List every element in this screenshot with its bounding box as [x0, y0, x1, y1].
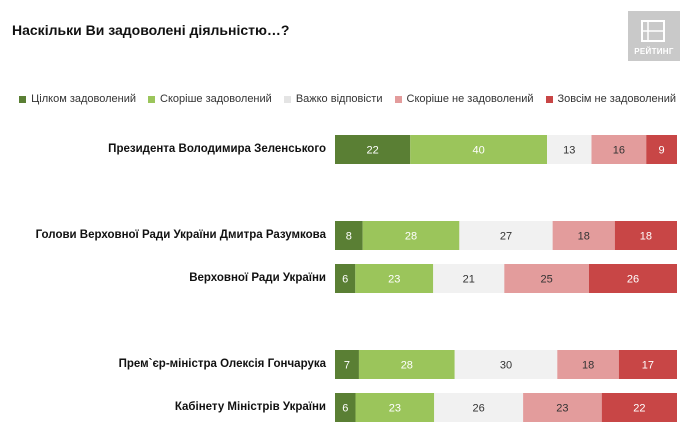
legend-label: Цілком задоволений: [31, 93, 137, 105]
data-label: 22: [633, 403, 645, 415]
category-label: Кабінету Міністрів України: [174, 401, 326, 413]
legend-label: Зовсім не задоволений: [557, 93, 677, 105]
category-label: Верховної Ради України: [189, 272, 326, 284]
data-label: 25: [541, 274, 553, 286]
bar-segment: [358, 350, 455, 379]
chart-title: Наскільки Ви задоволені діяльністю…?: [12, 22, 290, 38]
legend-swatch: [545, 95, 553, 103]
data-label: 6: [342, 403, 348, 415]
data-label: 23: [389, 403, 401, 415]
data-label: 22: [366, 145, 378, 157]
chart-legend: Цілком задоволений Скоріше задоволений Важ…: [19, 93, 676, 105]
data-label: 18: [582, 360, 594, 372]
legend-item: Скоріше задоволений: [148, 93, 272, 105]
bar-segment: [591, 135, 647, 164]
data-label: 8: [346, 231, 352, 243]
data-label: 23: [556, 403, 568, 415]
data-label: 18: [578, 231, 590, 243]
bar-segment: [547, 135, 592, 164]
bar-segment: [335, 221, 363, 250]
data-label: 9: [659, 145, 665, 157]
logo-mark-icon: [641, 20, 665, 42]
legend-swatch: [19, 95, 27, 103]
data-label: 18: [640, 231, 652, 243]
legend-swatch: [394, 95, 402, 103]
data-label: 13: [563, 145, 575, 157]
bar-segment: [433, 264, 505, 293]
bar-segment: [504, 264, 589, 293]
data-label: 26: [473, 403, 485, 415]
data-label: 16: [613, 145, 625, 157]
logo-text: РЕЙТИНГ: [634, 47, 674, 56]
legend-label: Важко відповісти: [295, 93, 383, 105]
category-label: Президента Володимира Зеленського: [108, 143, 326, 155]
bar-segment: [614, 221, 677, 250]
bar-segment: [523, 393, 602, 422]
bar-segment: [601, 393, 677, 422]
bar-segment: [588, 264, 677, 293]
category-label: Голови Верховної Ради України Дмитра Раз…: [35, 229, 326, 241]
category-label: Прем`єр-міністра Олексія Гончарука: [118, 358, 326, 370]
legend-item: Цілком задоволений: [19, 93, 136, 105]
bar-segment: [557, 350, 619, 379]
bar-segment: [646, 135, 677, 164]
data-label: 6: [342, 274, 348, 286]
legend-item: Важко відповісти: [283, 93, 383, 105]
legend-swatch: [283, 95, 291, 103]
data-label: 17: [642, 360, 654, 372]
bar-segment: [410, 135, 548, 164]
bar-segment: [335, 350, 359, 379]
legend-swatch: [148, 95, 156, 103]
bar-segment: [335, 393, 356, 422]
bar-segment: [335, 135, 411, 164]
data-label: 28: [405, 231, 417, 243]
data-label: 21: [463, 274, 475, 286]
bar-segment: [434, 393, 524, 422]
legend-item: Скоріше не задоволений: [394, 93, 534, 105]
data-label: 7: [344, 360, 350, 372]
legend-item: Зовсім не задоволений: [545, 93, 677, 105]
data-label: 26: [627, 274, 639, 286]
bar-segment: [355, 264, 434, 293]
data-label: 27: [500, 231, 512, 243]
bar-segment: [362, 221, 460, 250]
bar-segment: [454, 350, 558, 379]
data-label: 28: [401, 360, 413, 372]
bar-segment: [459, 221, 553, 250]
data-label: 30: [500, 360, 512, 372]
bar-segment: [552, 221, 615, 250]
legend-label: Скоріше не задоволений: [406, 93, 534, 105]
rating-logo: РЕЙТИНГ: [628, 11, 680, 61]
bar-segment: [335, 264, 356, 293]
data-label: 40: [473, 145, 485, 157]
bar-segment: [618, 350, 677, 379]
bar-segment: [355, 393, 435, 422]
data-label: 23: [388, 274, 400, 286]
legend-label: Скоріше задоволений: [160, 93, 272, 105]
